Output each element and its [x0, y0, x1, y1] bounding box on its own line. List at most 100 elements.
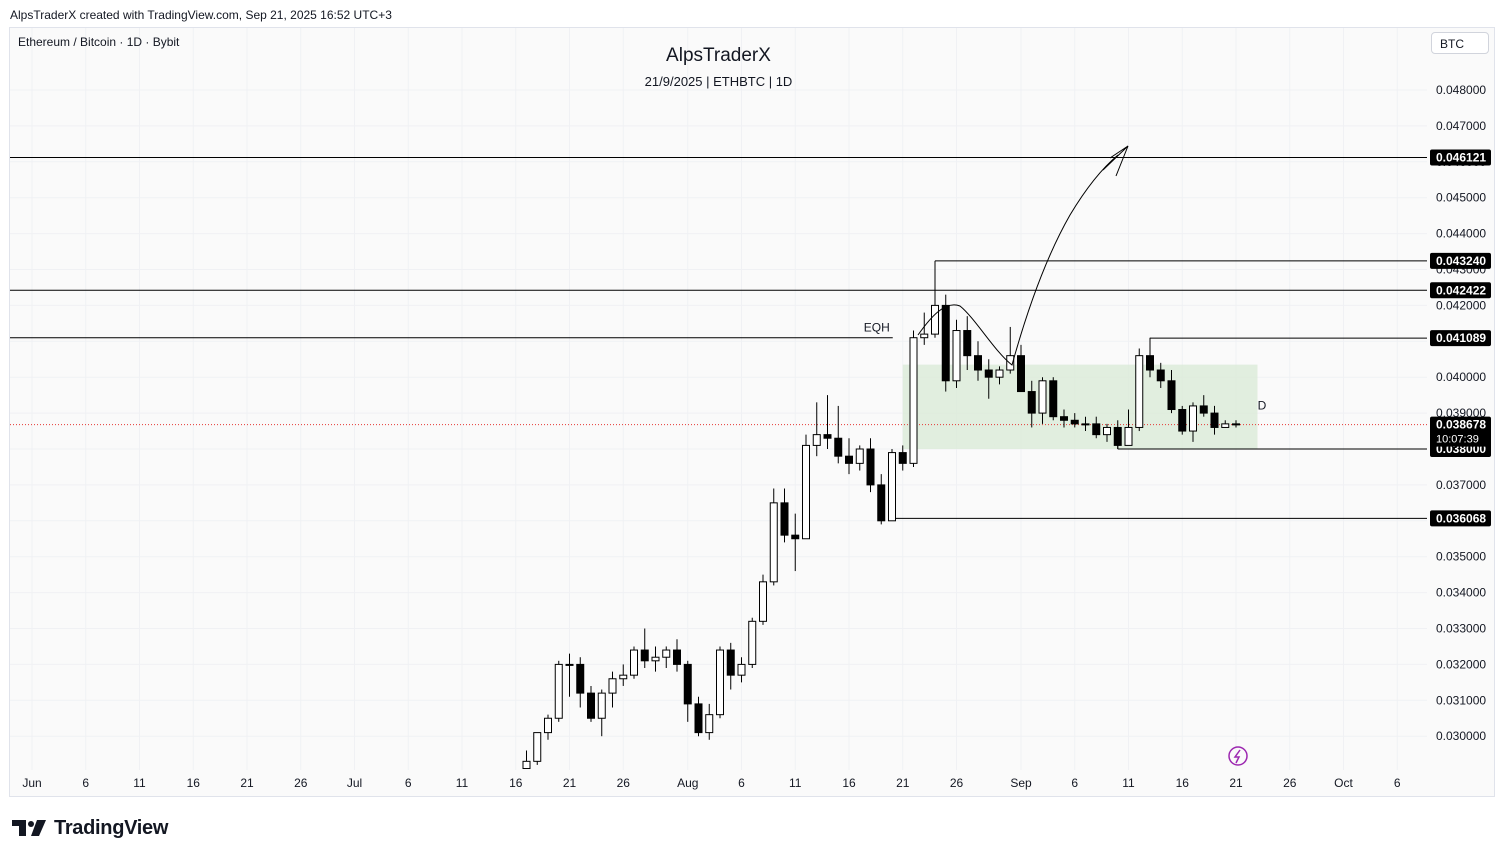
x-tick-label: 11 — [456, 776, 469, 790]
candle-down — [1167, 380, 1176, 411]
alert-bolt-icon — [1228, 746, 1248, 766]
candle-down — [834, 437, 843, 457]
x-tick-label: Aug — [677, 776, 698, 790]
candle-up — [855, 448, 864, 464]
chart-snapshot-header: AlpsTraderX created with TradingView.com… — [10, 8, 392, 22]
candle-up — [759, 581, 767, 622]
x-tick-label: Oct — [1334, 776, 1353, 790]
y-tick-label: 0.035000 — [1436, 550, 1486, 564]
candle-up — [608, 678, 617, 694]
candle-up — [565, 663, 574, 666]
candle-down — [1027, 391, 1036, 414]
level-price-tag — [1430, 282, 1491, 299]
x-tick-label: Sep — [1010, 776, 1032, 790]
candle-down — [823, 434, 832, 439]
range-box-label: D — [1258, 399, 1267, 413]
candle-down — [1156, 369, 1165, 382]
candle-up — [619, 674, 628, 680]
candle-down — [963, 330, 972, 357]
candle-up — [1124, 426, 1133, 446]
candle-down — [974, 355, 982, 371]
candle-up — [1081, 423, 1090, 426]
y-tick-label: 0.034000 — [1436, 586, 1486, 600]
x-tick-label: 21 — [896, 776, 910, 790]
brand-label: TradingView — [54, 816, 169, 839]
x-tick-label: 11 — [1122, 776, 1135, 790]
candle-down — [780, 502, 789, 536]
candle-up — [1221, 423, 1230, 428]
level-price-tag — [1430, 330, 1491, 347]
symbol-legend[interactable]: Ethereum / Bitcoin · 1D · Bybit — [18, 35, 180, 49]
candle-down — [576, 663, 585, 694]
level-price-tag-label: 0.043240 — [1436, 254, 1486, 268]
candle-down — [673, 649, 681, 665]
candle-up — [544, 717, 552, 734]
y-tick-label: 0.037000 — [1436, 478, 1486, 492]
projection-arrowhead — [1102, 145, 1129, 177]
candle-up — [1038, 380, 1047, 414]
candle-down — [587, 692, 595, 719]
candle-up — [716, 649, 724, 716]
y-tick-label: 0.048000 — [1436, 83, 1486, 97]
level-lines-layer: EQH — [10, 156, 1427, 519]
x-tick-label: 21 — [1229, 776, 1243, 790]
level-price-tag-label: 0.036068 — [1436, 511, 1486, 525]
y-tick-label: 0.045000 — [1436, 191, 1486, 205]
candle-up — [533, 732, 542, 762]
y-tick-label: 0.044000 — [1436, 227, 1486, 241]
candle-down — [1017, 355, 1025, 393]
candles-layer — [522, 262, 1240, 770]
x-tick-label: 6 — [1071, 776, 1078, 790]
candle-up — [920, 333, 929, 339]
candle-up — [931, 304, 939, 335]
candle-up — [952, 330, 961, 382]
x-tick-label: 26 — [294, 776, 308, 790]
candle-down — [683, 663, 692, 705]
x-tick-label: 16 — [187, 776, 201, 790]
y-tick-label: 0.047000 — [1436, 119, 1486, 133]
price-axis: 0.0480000.0470000.0460000.0450000.044000… — [1430, 83, 1491, 743]
candle-down — [941, 304, 950, 382]
candle-down — [694, 703, 703, 734]
candle-up — [888, 452, 896, 522]
candle-up — [995, 369, 1004, 378]
candle-up — [1103, 426, 1111, 436]
x-tick-label: 6 — [405, 776, 412, 790]
candle-down — [1210, 412, 1219, 428]
level-price-tag — [1430, 510, 1491, 527]
candle-down — [984, 369, 993, 378]
alert-bolt-glyph — [1233, 749, 1241, 764]
drawing-layer — [917, 145, 1248, 766]
chart-title: AlpsTraderX — [666, 45, 771, 66]
candle-down — [866, 448, 875, 486]
x-tick-label: 11 — [133, 776, 146, 790]
projection-curve — [917, 154, 1119, 366]
tradingview-logo[interactable]: TradingView — [12, 816, 168, 840]
range-box — [902, 364, 1258, 449]
candle-down — [1146, 355, 1154, 371]
candle-down — [1113, 426, 1122, 446]
candle-up — [909, 337, 918, 464]
last-price-countdown: 10:07:39 — [1436, 434, 1479, 446]
x-tick-label: 26 — [1283, 776, 1297, 790]
chart-subtitle: 21/9/2025 | ETHBTC | 1D — [644, 74, 793, 89]
last-price-value: 0.038678 — [1436, 418, 1486, 432]
x-tick-label: 21 — [563, 776, 577, 790]
y-tick-label: 0.030000 — [1436, 729, 1486, 743]
last-price-tag — [1430, 416, 1491, 447]
x-tick-label: 21 — [240, 776, 254, 790]
level-price-tag-label: 0.046121 — [1436, 150, 1486, 164]
x-tick-label: 6 — [1394, 776, 1401, 790]
currency-button[interactable]: BTC — [1431, 32, 1489, 54]
level-price-tag — [1430, 149, 1491, 166]
candle-down — [898, 452, 907, 464]
level-price-tag-label: 0.042422 — [1436, 283, 1486, 297]
range-box-layer: D — [902, 364, 1267, 449]
eqh-label: EQH — [864, 321, 890, 335]
x-tick-label: Jul — [347, 776, 362, 790]
chart-grid — [10, 28, 1427, 770]
candle-down — [640, 649, 649, 662]
candle-down — [1049, 380, 1058, 418]
candle-up — [802, 444, 810, 540]
y-tick-label: 0.039000 — [1436, 406, 1486, 420]
